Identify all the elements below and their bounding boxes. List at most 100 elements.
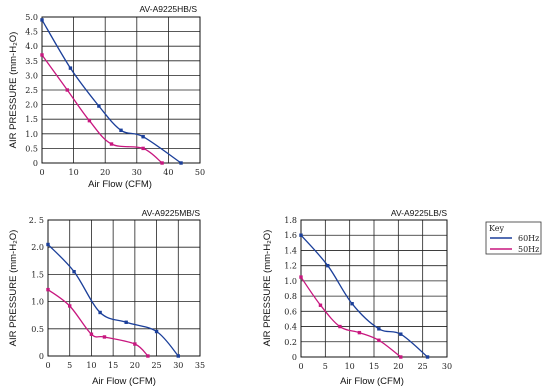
lb-series-50hz-point	[377, 338, 381, 342]
lb-xtick-label: 30	[442, 362, 452, 371]
legend-label-50hz: 50Hz	[518, 245, 539, 254]
mb-series-60hz-point	[72, 269, 76, 274]
hb-ytick-label: 1.5	[25, 115, 38, 124]
lb-ytick-label: 1.4	[284, 246, 297, 255]
hb-ytick-label: 5.0	[25, 13, 38, 22]
mb-ytick-label: 2.0	[31, 243, 44, 252]
lb-series-60hz-point	[377, 327, 381, 331]
lb-ytick-label: 1.0	[284, 277, 297, 286]
hb-xtick-label: 40	[163, 168, 173, 177]
lb-xtick-label: 5	[323, 362, 328, 371]
chart-lb: AV-A9225LB/S 0 5 10 15 20 25 30 0 0.2 0.4 0.6 0.8 1.…	[262, 208, 452, 387]
lb-ytick-label: 0.6	[284, 307, 297, 316]
hb-xtick-label: 0	[39, 168, 44, 177]
chart-lb-ticks: 0 5 10 15 20 25 30 0 0.2 0.4 0.6 0.8 1.0 1.2 1.4 1.6 1.8	[284, 216, 452, 371]
lb-series-60hz-point	[425, 355, 430, 359]
mb-xtick-label: 5	[67, 361, 72, 370]
chart-mb-ticks: 0 5 10 15 20 25 30 35 0 0.5 1.0 1.5 2.0 2. 5	[29, 216, 205, 370]
mb-series-50hz-point	[133, 342, 137, 346]
mb-xtick-label: 25	[151, 361, 161, 370]
chart-hb-ticks: 0 10 20 30 40 50 0 0.5 1.0 1.5 2.0 2.5 3.0 3.5 4.0 4.5 5…	[25, 13, 205, 177]
lb-ytick-label: 0.8	[284, 292, 297, 301]
lb-series-60hz-point	[399, 332, 403, 336]
mb-ytick-label: 0	[39, 352, 44, 361]
hb-series-50hz-point	[40, 53, 44, 57]
chart-mb-title: AV-A9225MB/S	[142, 208, 201, 218]
mb-ytick-label: 2. 5	[29, 216, 44, 225]
lb-xtick-label: 0	[298, 362, 303, 371]
hb-ytick-label: 2.5	[25, 86, 38, 95]
chart-lb-ylabel: AIR PRESSURE (mm-H₂O)	[262, 230, 273, 347]
hb-series-50hz-line	[41, 54, 163, 164]
hb-series-50hz-point	[109, 142, 114, 146]
lb-plot-frame	[300, 219, 448, 358]
hb-ytick-label: 3.5	[25, 57, 38, 66]
lb-series-50hz-point	[399, 355, 403, 359]
hb-series-60hz-point	[119, 128, 123, 132]
lb-series-50hz-point	[299, 275, 303, 279]
chart-lb-xlabel: Air Flow (CFM)	[340, 376, 404, 387]
chart-hb-title: AV-A9225HB/S	[140, 4, 198, 14]
chart-hb: AV-A9225HB/S 0 10 20 30 40 50 0 0.5 1.0 1.5 2.0 2.5…	[8, 4, 205, 190]
mb-ytick-label: 1.0	[31, 298, 44, 307]
hb-ytick-label: 2.0	[25, 101, 38, 110]
lb-series-50hz-point	[357, 330, 362, 335]
legend-title: Key	[489, 224, 504, 233]
hb-xtick-label: 10	[69, 168, 79, 177]
mb-series-50hz-line	[47, 289, 149, 357]
mb-ytick-label: 1.5	[31, 270, 44, 279]
mb-series-60hz-point	[124, 320, 128, 324]
hb-ytick-label: 1.0	[25, 130, 38, 139]
hb-series-50hz-point	[141, 146, 145, 151]
lb-ytick-label: 1.8	[284, 216, 297, 225]
chart-hb-ylabel: AIR PRESSURE (mm-H₂O)	[8, 32, 19, 149]
chart-lb-series	[299, 233, 430, 359]
hb-series-50hz-point	[65, 88, 69, 92]
lb-series-50hz-point	[338, 324, 342, 329]
mb-series-50hz-point	[89, 332, 94, 336]
mb-series-50hz-point	[68, 304, 72, 308]
lb-series-60hz-point	[299, 233, 303, 237]
legend-key: Key 60Hz 50Hz	[485, 221, 542, 255]
chart-mb-xlabel: Air Flow (CFM)	[92, 376, 156, 387]
mb-series-60hz-point	[176, 354, 180, 358]
legend-label-60hz: 60Hz	[518, 234, 539, 243]
mb-plot-frame	[47, 219, 201, 357]
hb-xtick-label: 50	[195, 168, 205, 177]
lb-series-60hz-point	[326, 263, 330, 268]
hb-series-60hz-line	[41, 19, 182, 164]
mb-xtick-label: 0	[45, 361, 50, 370]
mb-xtick-label: 35	[195, 361, 205, 370]
lb-series-50hz-point	[318, 303, 323, 307]
chart-lb-title: AV-A9225LB/S	[391, 208, 447, 218]
chart-lb-grid	[300, 219, 448, 358]
mb-xtick-label: 15	[108, 361, 118, 370]
lb-ytick-label: 1.6	[284, 231, 297, 240]
mb-series-50hz-point	[102, 335, 107, 339]
mb-ytick-label: 0.5	[31, 325, 44, 334]
mb-series-50hz-point	[46, 287, 50, 292]
lb-series-50hz-line	[300, 276, 402, 358]
hb-ytick-label: 0	[33, 159, 38, 168]
mb-series-50hz-point	[146, 354, 150, 358]
hb-ytick-label: 4.0	[25, 42, 38, 51]
lb-series-60hz-point	[350, 302, 354, 306]
mb-xtick-label: 10	[86, 361, 96, 370]
mb-series-60hz-point	[98, 310, 102, 315]
chart-mb-series	[46, 242, 180, 358]
hb-series-50hz-point	[87, 118, 92, 123]
lb-series-60hz-line	[300, 234, 428, 358]
chart-mb-grid	[47, 219, 201, 357]
lb-ytick-label: 0.2	[284, 338, 297, 347]
hb-series-60hz-point	[179, 161, 183, 165]
lb-ytick-label: 0	[292, 353, 297, 362]
lb-xtick-label: 10	[345, 362, 355, 371]
mb-xtick-label: 20	[130, 361, 140, 370]
hb-series-60hz-point	[97, 104, 101, 108]
mb-series-60hz-line	[47, 244, 179, 357]
hb-series-60hz-point	[141, 135, 145, 139]
hb-series-60hz-point	[40, 18, 44, 22]
lb-xtick-label: 20	[393, 362, 403, 371]
hb-ytick-label: 0.5	[25, 144, 38, 153]
